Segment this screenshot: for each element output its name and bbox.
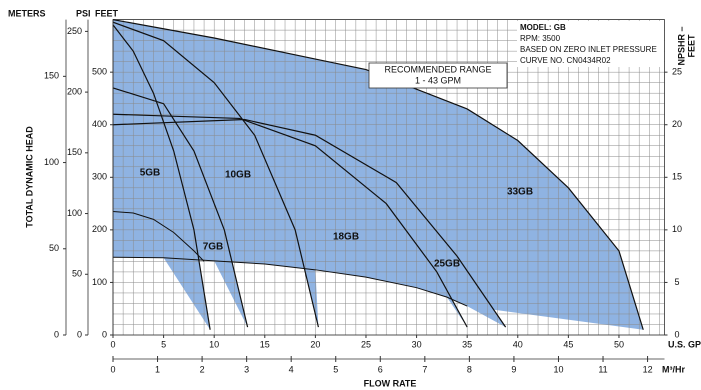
model-label: 33GB bbox=[507, 187, 533, 198]
npsh-tick-label: 15 bbox=[672, 172, 682, 182]
feet-tick-label: 100 bbox=[92, 277, 107, 287]
m3-tick-label: 5 bbox=[333, 364, 338, 374]
m3-tick-label: 7 bbox=[422, 364, 427, 374]
pump-curve bbox=[112, 24, 211, 330]
feet-tick-label: 200 bbox=[92, 224, 107, 234]
m3-tick-label: 2 bbox=[200, 364, 205, 374]
m3-tick-label: 9 bbox=[511, 364, 516, 374]
npsh-tick-label: 25 bbox=[672, 67, 682, 77]
boundary-curve bbox=[112, 256, 468, 307]
gpm-tick-label: 15 bbox=[260, 339, 270, 349]
model-label: 7GB bbox=[203, 242, 224, 253]
psi-tick-label: 150 bbox=[67, 147, 82, 157]
meter-tick-label: 50 bbox=[49, 243, 59, 253]
psi-unit: PSI bbox=[76, 8, 91, 18]
range-text: RECOMMENDED RANGE bbox=[384, 64, 491, 74]
pump-curve bbox=[112, 19, 644, 330]
model-label: 10GB bbox=[225, 170, 251, 181]
gpm-tick-label: 50 bbox=[614, 339, 624, 349]
x-unit: U.S. GPM bbox=[668, 339, 701, 349]
meter-unit: METERS bbox=[8, 8, 46, 18]
m3-tick-label: 8 bbox=[467, 364, 472, 374]
model-label: 25GB bbox=[434, 259, 460, 270]
feet-unit: FEET bbox=[95, 8, 119, 18]
annotation: CURVE NO. CN0434R02 bbox=[520, 56, 611, 65]
feet-tick-label: 0 bbox=[102, 329, 107, 339]
model-label: 5GB bbox=[140, 168, 161, 179]
info-box bbox=[517, 21, 664, 67]
gpm-tick-label: 45 bbox=[563, 339, 573, 349]
m3-tick-label: 3 bbox=[244, 364, 249, 374]
psi-tick-label: 250 bbox=[67, 26, 82, 36]
gpm-tick-label: 30 bbox=[412, 339, 422, 349]
y2-axis-title: FEET bbox=[686, 34, 696, 58]
range-box bbox=[368, 62, 508, 89]
gpm-tick-label: 5 bbox=[161, 339, 166, 349]
m3-tick-label: 10 bbox=[553, 364, 563, 374]
feet-tick-label: 300 bbox=[92, 172, 107, 182]
feet-tick-label: 400 bbox=[92, 119, 107, 129]
m3-tick-label: 4 bbox=[289, 364, 294, 374]
gpm-tick-label: 40 bbox=[513, 339, 523, 349]
psi-tick-label: 50 bbox=[72, 269, 82, 279]
annotation: RPM: 3500 bbox=[520, 34, 561, 43]
x-axis-title: FLOW RATE bbox=[364, 378, 417, 388]
pump-curve bbox=[112, 118, 507, 328]
psi-tick-label: 200 bbox=[67, 86, 82, 96]
boundary-curve bbox=[112, 210, 205, 262]
m3-tick-label: 12 bbox=[643, 364, 653, 374]
meter-tick-label: 100 bbox=[44, 157, 59, 167]
gpm-tick-label: 20 bbox=[310, 339, 320, 349]
m3-tick-label: 11 bbox=[598, 364, 607, 374]
gpm-tick-label: 35 bbox=[462, 339, 472, 349]
meter-tick-label: 150 bbox=[44, 71, 59, 81]
gpm-tick-label: 25 bbox=[361, 339, 371, 349]
m3-tick-label: 6 bbox=[378, 364, 383, 374]
model-label: 18GB bbox=[333, 232, 359, 243]
m3-tick-label: 0 bbox=[110, 364, 115, 374]
npsh-tick-label: 20 bbox=[672, 119, 682, 129]
y-axis-title: TOTAL DYNAMIC HEAD bbox=[24, 126, 34, 228]
feet-tick-label: 500 bbox=[92, 67, 107, 77]
pump-curve bbox=[112, 113, 468, 328]
npsh-tick-label: 5 bbox=[674, 277, 679, 287]
y2-axis-title: NPSHR – bbox=[676, 26, 686, 65]
annotation: MODEL: GB bbox=[520, 23, 566, 32]
npsh-tick-label: 0 bbox=[674, 329, 679, 339]
gpm-tick-label: 0 bbox=[110, 339, 115, 349]
pump-curve bbox=[112, 21, 320, 328]
annotation: BASED ON ZERO INLET PRESSURE bbox=[520, 45, 657, 54]
x2-unit: M³/Hr bbox=[662, 364, 685, 374]
m3-tick-label: 1 bbox=[155, 364, 160, 374]
psi-tick-label: 0 bbox=[77, 329, 82, 339]
meter-tick-label: 0 bbox=[54, 329, 59, 339]
gpm-tick-label: 10 bbox=[209, 339, 219, 349]
psi-tick-label: 100 bbox=[67, 208, 82, 218]
range-text: 1 - 43 GPM bbox=[415, 75, 461, 85]
npsh-tick-label: 10 bbox=[672, 224, 682, 234]
